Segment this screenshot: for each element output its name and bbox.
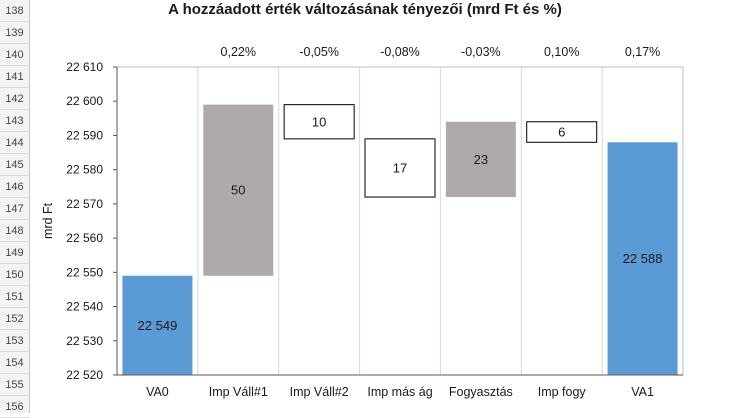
percent-label: 0,17% [625, 45, 660, 59]
category-label: Fogyasztás [449, 385, 513, 399]
row-number[interactable]: 148 [0, 220, 29, 242]
percent-labels: 0,22% -0,05% -0,08% -0,03% 0,10% 0,17% [221, 45, 661, 59]
y-tick-label: 22 520 [66, 368, 103, 382]
row-number[interactable]: 140 [0, 44, 29, 66]
row-number[interactable]: 138 [0, 0, 29, 22]
x-category-labels: VA0 Imp Váll#1 Imp Váll#2 Imp más ág Fogyasz… [146, 385, 654, 399]
percent-label: -0,08% [380, 45, 420, 59]
bar-va0 [122, 275, 193, 375]
value-label: 23 [474, 152, 488, 167]
percent-label: 0,10% [544, 45, 579, 59]
percent-label: 0,22% [221, 45, 256, 59]
row-number[interactable]: 152 [0, 308, 29, 330]
y-axis-title: mrd Ft [41, 202, 55, 239]
y-tick-label: 22 590 [66, 128, 103, 142]
y-tick-labels: 22 520 22 530 22 540 22 550 22 560 22 570 22 5… [66, 60, 117, 382]
percent-label: -0,05% [299, 45, 339, 59]
value-label: 50 [231, 183, 245, 198]
value-label: 10 [312, 114, 326, 129]
row-number[interactable]: 153 [0, 330, 29, 352]
category-label: VA1 [631, 385, 654, 399]
y-tick-label: 22 560 [66, 231, 103, 245]
bar-imp-v-ll-2 [283, 104, 355, 140]
row-number[interactable]: 147 [0, 198, 29, 220]
row-number-gutter: 138 139 140 141 142 143 144 145 146 147 148 149 150 1… [0, 0, 30, 418]
row-number[interactable]: 143 [0, 110, 29, 132]
bar-fogyaszt-s [445, 121, 516, 198]
vertical-gridlines [197, 67, 603, 375]
y-tick-label: 22 530 [66, 334, 103, 348]
value-labels: 22 549 50 10 17 23 6 22 588 [138, 114, 663, 333]
value-label: 22 588 [623, 251, 663, 266]
row-number[interactable]: 151 [0, 286, 29, 308]
percent-label: -0,03% [461, 45, 501, 59]
y-tick-label: 22 540 [66, 300, 103, 314]
row-number[interactable]: 150 [0, 264, 29, 286]
category-label: VA0 [146, 385, 169, 399]
row-number[interactable]: 145 [0, 154, 29, 176]
row-number[interactable]: 155 [0, 374, 29, 396]
row-number[interactable]: 141 [0, 66, 29, 88]
value-label: 17 [393, 160, 407, 175]
category-label: Imp fogy [538, 385, 587, 399]
value-label: 6 [558, 125, 565, 140]
bar-imp-m-s-g [364, 138, 436, 198]
y-tick-label: 22 570 [66, 197, 103, 211]
bar-layer [122, 104, 678, 375]
row-number[interactable]: 139 [0, 22, 29, 44]
y-tick-label: 22 550 [66, 265, 103, 279]
y-tick-label: 22 600 [66, 94, 103, 108]
y-tick-label: 22 610 [66, 60, 103, 74]
row-number[interactable]: 146 [0, 176, 29, 198]
chart-title: A hozzáadott érték változásának tényezői… [168, 1, 562, 18]
axis-layer [116, 66, 684, 376]
category-label: Imp más ág [367, 385, 432, 399]
row-number[interactable]: 154 [0, 352, 29, 374]
bar-imp-fogy [526, 121, 598, 143]
bar-imp-v-ll-1 [203, 104, 274, 276]
y-tick-label: 22 580 [66, 163, 103, 177]
category-label: Imp Váll#2 [290, 385, 349, 399]
category-label: Imp Váll#1 [209, 385, 268, 399]
row-number[interactable]: 149 [0, 242, 29, 264]
row-number[interactable]: 144 [0, 132, 29, 154]
row-number[interactable]: 142 [0, 88, 29, 110]
bar-va1 [607, 142, 678, 375]
value-label: 22 549 [138, 318, 178, 333]
